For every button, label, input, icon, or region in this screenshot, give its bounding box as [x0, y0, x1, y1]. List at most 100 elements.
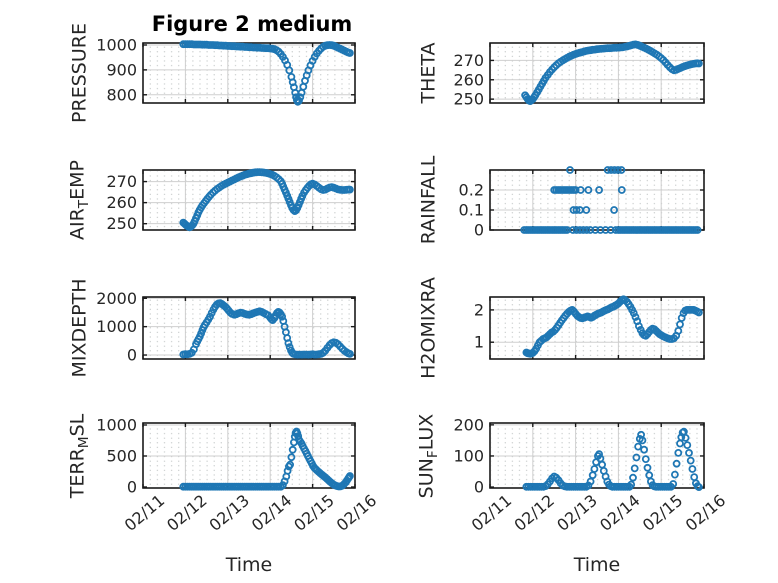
- data-marker: [285, 66, 294, 75]
- subplot-h2omixra: 12: [474, 295, 705, 360]
- x-tick-label: 02/16: [333, 491, 381, 535]
- data-marker: [283, 466, 292, 475]
- x-tick-label: 02/11: [121, 491, 169, 535]
- data-marker: [693, 226, 702, 234]
- ylabel-rainfall: RAINFALL: [417, 155, 440, 245]
- subplot-rainfall: 00.10.2: [459, 166, 705, 240]
- data-marker: [681, 433, 690, 442]
- x-tick-label: 02/13: [205, 491, 253, 535]
- data-marker: [590, 465, 599, 473]
- y-tick-labels: 0 1000 2000: [96, 289, 137, 365]
- data-marker: [688, 465, 697, 473]
- data-marker: [686, 456, 695, 465]
- data-marker: [595, 186, 603, 194]
- x-tick-label: 02/16: [682, 491, 730, 535]
- data-marker: [635, 322, 643, 331]
- axes-box: [142, 42, 356, 104]
- x-tick-label: 02/15: [639, 491, 687, 535]
- markers-theta: [521, 40, 703, 105]
- markers-rainfall: [520, 166, 702, 234]
- ylabel-h2omixra: H2OMIXRA: [417, 277, 440, 379]
- data-marker: [607, 166, 615, 174]
- y-tick-labels: 12: [474, 300, 484, 351]
- ylabel-air_temp: AIRTEMP: [66, 159, 93, 241]
- data-marker: [630, 464, 639, 473]
- data-marker: [582, 226, 591, 234]
- y-tick-label: 0.1: [459, 201, 484, 220]
- data-marker: [640, 445, 648, 454]
- data-marker: [284, 339, 293, 348]
- data-marker: [579, 226, 588, 234]
- data-marker: [345, 349, 354, 358]
- y-tick-label: 250: [106, 214, 137, 233]
- subplot-pressure: 800 900 1000: [96, 35, 356, 106]
- data-marker: [582, 206, 591, 214]
- data-marker: [638, 436, 647, 445]
- data-marker: [345, 472, 354, 480]
- minor-grid: [491, 298, 703, 358]
- y-tick-label: 0: [474, 478, 484, 497]
- data-marker: [586, 226, 595, 234]
- data-marker: [643, 463, 652, 472]
- data-marker: [278, 481, 287, 490]
- y-tick-label: 270: [453, 51, 484, 70]
- y-tick-label: 250: [453, 90, 484, 109]
- markers-air_temp: [179, 168, 354, 232]
- data-marker: [672, 459, 681, 468]
- data-marker: [286, 460, 295, 469]
- data-marker: [610, 166, 619, 174]
- markers-mixdepth: [179, 299, 354, 359]
- y-tick-labels: 0 100 200: [453, 415, 484, 496]
- y-tick-label: 1: [474, 333, 484, 352]
- ylabel-pressure: PRESSURE: [68, 23, 91, 123]
- markers-terr_msl: [179, 427, 354, 491]
- y-tick-label: 260: [106, 193, 137, 212]
- data-marker: [288, 445, 297, 454]
- y-tick-label: 1000: [96, 35, 137, 54]
- data-marker: [685, 448, 693, 457]
- data-marker: [674, 448, 683, 457]
- x-tick-label: 02/12: [163, 491, 211, 535]
- data-marker: [569, 226, 577, 234]
- data-marker: [614, 166, 622, 174]
- x-tick-label: 02/11: [468, 491, 516, 535]
- data-marker: [345, 185, 354, 194]
- data-marker: [671, 470, 679, 479]
- data-marker: [669, 480, 678, 488]
- data-marker: [584, 186, 593, 194]
- data-marker: [632, 453, 641, 462]
- minor-grid: [144, 171, 354, 229]
- xlabel-time-left: Time: [225, 554, 273, 576]
- y-tick-label: 900: [106, 60, 137, 79]
- data-marker: [576, 186, 585, 194]
- data-marker: [695, 59, 703, 68]
- x-tick-label: 02/13: [553, 491, 601, 535]
- data-marker: [595, 450, 603, 459]
- ylabel-terr_msl: TERRMSL: [66, 413, 93, 498]
- ylabel-theta: THETA: [417, 42, 440, 104]
- ylabel-mixdepth: MIXDEPTH: [68, 278, 91, 378]
- major-grid: [490, 170, 704, 230]
- markers-sun_flux: [522, 427, 703, 492]
- data-marker: [617, 166, 626, 174]
- minor-grid: [491, 171, 703, 229]
- y-tick-label: 2: [474, 300, 484, 319]
- x-tick-label: 02/15: [290, 491, 338, 535]
- axes-box: [489, 296, 705, 360]
- data-marker: [695, 308, 703, 317]
- axes-box: [142, 296, 356, 360]
- y-tick-label: 0: [127, 346, 137, 365]
- data-marker: [627, 480, 636, 489]
- xlabel-time-right: Time: [573, 554, 621, 576]
- figure-title: Figure 2 medium: [151, 12, 353, 36]
- y-tick-labels: 00.10.2: [459, 181, 484, 240]
- x-tick-label: 02/14: [596, 491, 644, 535]
- data-marker: [683, 441, 692, 450]
- data-marker: [278, 312, 287, 321]
- y-tick-label: 800: [106, 85, 137, 104]
- y-tick-label: 500: [106, 446, 137, 465]
